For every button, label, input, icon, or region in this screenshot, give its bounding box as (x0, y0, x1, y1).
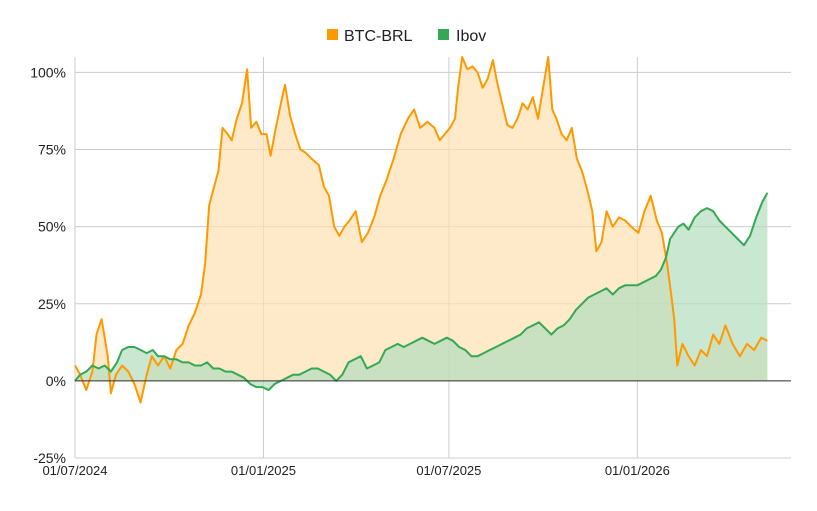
legend-label-ibov: Ibov (456, 28, 486, 45)
x-tick-label: 01/07/2024 (42, 463, 107, 478)
x-tick-label: 01/07/2025 (416, 463, 481, 478)
line-ibov (74, 192, 769, 392)
legend: BTC-BRL Ibov (327, 28, 486, 45)
y-tick-label: 25% (38, 296, 66, 312)
series-lines (74, 56, 769, 404)
legend-swatch-btc-brl (327, 29, 338, 40)
y-tick-label: 75% (38, 142, 66, 158)
axes: -25% 0% 25% 50% 75% 100% 01/07/2024 01/01/2025 0… (30, 64, 791, 478)
y-tick-label: -25% (33, 450, 66, 466)
y-tick-label: 50% (38, 219, 66, 235)
legend-label-btc-brl: BTC-BRL (344, 28, 413, 45)
y-tick-label: 0% (46, 373, 66, 389)
line-btc-brl (74, 56, 768, 404)
x-tick-label: 01/01/2025 (231, 463, 296, 478)
legend-swatch-ibov (438, 29, 449, 40)
area-ibov (75, 192, 768, 391)
y-tick-label: 100% (30, 64, 66, 80)
x-tick-label: 01/01/2026 (605, 463, 670, 478)
series-areas (75, 57, 768, 403)
